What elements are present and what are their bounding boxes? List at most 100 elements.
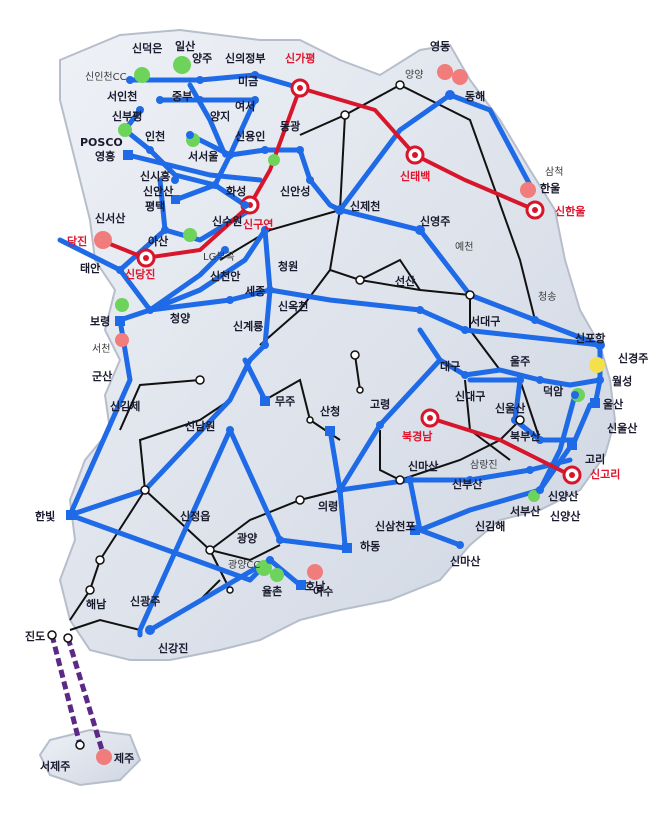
label-donghae: 동해: [465, 89, 485, 103]
label-hanbit: 한빛: [35, 509, 55, 523]
label-ilsan: 일산: [175, 39, 195, 53]
blue-lines: [57, 72, 603, 638]
label-singyeongju: 신경주: [618, 351, 648, 365]
label-sinbusan: 신부산: [452, 477, 482, 491]
label-sinnamwon: 신남원: [185, 419, 215, 433]
label-singuyeon: 신구연: [243, 217, 273, 231]
subsea-cables: [49, 634, 105, 751]
label-seonsan: 선산: [395, 274, 415, 288]
label-sinkimje: 신김제: [110, 399, 140, 413]
label-wolseong: 월성: [612, 374, 632, 388]
label-sindaegu: 신대구: [455, 389, 485, 403]
label-cheongsong: 청송: [538, 291, 556, 303]
blue-square-stations: [66, 150, 600, 590]
label-bukbusan-2: 신양산: [550, 509, 580, 523]
label-yeongheung: 영흥: [95, 149, 115, 163]
label-sinokcheon: 신옥천: [278, 299, 308, 313]
label-gunsan: 군산: [92, 369, 112, 383]
label-samcheok: 삼척: [545, 166, 563, 178]
label-boryeong: 보령: [90, 315, 110, 328]
label-sinhanul: 신한울: [555, 204, 585, 218]
label-singori: 신고리: [590, 467, 620, 481]
power-plants: [94, 56, 605, 765]
label-sincheonan: 신천안: [210, 269, 240, 283]
label-sinbupyeong: 신부평: [112, 109, 142, 123]
label-sinmasan-3: 신마산: [450, 554, 480, 568]
label-sinulsan-2: 신울산: [495, 401, 525, 415]
label-singangjin: 신강진: [158, 641, 188, 655]
label-seoseoul: 서서울: [188, 149, 218, 163]
label-sinansan: 신안산: [143, 184, 173, 198]
label-jungbu: 중부: [172, 90, 192, 103]
label-sejong: 세종: [245, 284, 265, 298]
label-cheongwon: 청원: [278, 259, 298, 273]
label-sintaebaek: 신태백: [400, 169, 430, 183]
map-labels: 신덕은 일산 양주 신의정부 신가평 영동 양양 동해 신인천CC 서인천 중부…: [25, 39, 648, 773]
label-bukbusan: 북부산: [510, 429, 540, 443]
label-yeongdong: 영동: [430, 40, 450, 53]
label-gwangyang: 광양: [237, 531, 257, 545]
label-ulju: 울주: [510, 355, 530, 368]
label-samnangjin: 삼랑진: [470, 459, 498, 471]
label-sinyongin: 신용인: [235, 129, 265, 143]
label-muju: 무주: [275, 395, 295, 408]
label-uiryeong: 의령: [318, 499, 338, 513]
label-jeju: 제주: [114, 751, 134, 765]
label-seoincheon: 서인천: [107, 89, 137, 103]
label-jindo: 진도: [25, 629, 45, 643]
label-seocheon: 서천: [92, 343, 110, 355]
label-asan: 아산: [148, 234, 168, 248]
label-yeoseo: 여서: [235, 99, 255, 113]
label-sinsamcheonpo: 신삼천포: [375, 519, 415, 533]
label-gwangyang-cc: 광양CC: [228, 559, 260, 571]
korea-landmass: [58, 28, 617, 661]
label-sinsiheung: 신시흥: [140, 169, 170, 183]
label-incheon: 인천: [145, 129, 165, 143]
label-posco: POSCO: [80, 136, 123, 149]
label-bukgyeongnam: 북경남: [402, 429, 432, 443]
label-incheon-cc: 신인천CC: [85, 71, 127, 83]
label-pyeongtaek: 평택: [145, 199, 165, 213]
label-seobusan: 서부산: [510, 504, 540, 518]
label-sinmasan: 신마산: [408, 459, 438, 473]
blue-dot-stations: [116, 71, 605, 635]
label-sinpohang: 신포항: [575, 331, 605, 345]
label-ulsan: 울산: [603, 397, 623, 411]
label-cheongyang: 청양: [170, 311, 190, 325]
label-gori: 고리: [585, 452, 605, 466]
junction-dots: [47, 80, 525, 750]
label-daegu: 대구: [440, 359, 460, 373]
red-substations: [136, 78, 582, 485]
label-yangyang: 양양: [405, 69, 423, 81]
label-sinjecheon: 신제천: [350, 199, 380, 213]
label-sancheong: 산청: [320, 404, 340, 418]
label-dangjin: 당진: [67, 234, 87, 248]
label-hadong: 하동: [360, 539, 380, 553]
label-singwangju: 신광주: [130, 594, 160, 608]
label-sinsuwon: 신수원: [212, 214, 242, 228]
label-hanul: 한울: [540, 181, 560, 195]
label-singapyeong: 신가평: [285, 51, 315, 65]
label-yangji: 양지: [210, 109, 230, 123]
label-sinanseong: 신안성: [280, 184, 310, 198]
label-goryeong: 고령: [370, 398, 390, 411]
label-singyeryong: 신계룡: [233, 319, 263, 333]
label-sinseosan: 신서산: [95, 211, 125, 225]
label-seojeju: 서제주: [40, 759, 70, 773]
label-yulchon: 율촌: [262, 584, 282, 598]
label-sinyeongju: 신영주: [420, 214, 450, 228]
label-honam: 호남: [305, 579, 325, 593]
label-singimhae: 신김해: [475, 519, 505, 533]
label-seodaegu: 서대구: [470, 314, 500, 328]
label-hwaseong: 화성: [226, 184, 246, 198]
label-yeosu: 여수: [313, 584, 333, 598]
label-haenam: 해남: [86, 597, 106, 611]
label-yangju: 양주: [192, 51, 212, 65]
label-taean: 태안: [80, 261, 100, 275]
label-lg: LG부곡: [203, 251, 235, 263]
label-sindangjin: 신당진: [125, 267, 155, 281]
label-sinyangsan: 신양산: [548, 489, 578, 503]
label-yecheon: 예천: [455, 241, 473, 253]
label-deogam: 덕암: [543, 384, 563, 398]
